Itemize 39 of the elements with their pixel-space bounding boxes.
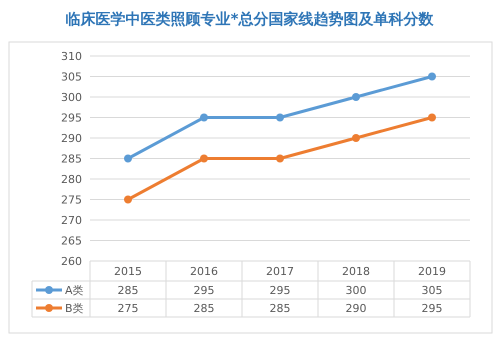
point xyxy=(352,93,360,101)
y-tick-label: 310 xyxy=(61,50,82,63)
point xyxy=(352,134,360,142)
data-label: 285 xyxy=(118,284,138,297)
point xyxy=(276,154,284,162)
y-tick-label: 270 xyxy=(61,214,82,227)
data-label: 285 xyxy=(194,302,214,315)
y-tick-label: 295 xyxy=(61,111,82,124)
x-tick-label: 2015 xyxy=(114,264,142,278)
x-tick-label: 2017 xyxy=(266,264,294,278)
y-tick-label: 305 xyxy=(61,70,82,84)
data-label: 290 xyxy=(346,302,366,315)
data-label: 295 xyxy=(270,284,290,297)
y-tick-label: 280 xyxy=(61,172,82,186)
x-tick-label: 2016 xyxy=(190,264,218,278)
y-tick-label: 290 xyxy=(61,132,82,145)
y-tick-label: 275 xyxy=(61,193,82,206)
x-tick-label: 2019 xyxy=(418,264,446,278)
legend-label: A类 xyxy=(65,284,84,297)
y-tick-label: 265 xyxy=(61,234,82,248)
point xyxy=(276,114,284,122)
data-label: 300 xyxy=(346,284,366,297)
data-label: 275 xyxy=(118,302,138,315)
data-label: 295 xyxy=(194,284,214,297)
data-label: 295 xyxy=(422,302,442,315)
point xyxy=(124,196,132,204)
x-tick-label: 2018 xyxy=(342,264,370,278)
point xyxy=(200,114,208,122)
y-tick-label: 300 xyxy=(61,90,82,104)
point xyxy=(124,154,132,162)
data-label: 305 xyxy=(422,284,442,297)
chart-title: 临床医学中医类照顾专业*总分国家线趋势图及单科分数 xyxy=(66,10,434,28)
y-tick-label: 285 xyxy=(61,152,82,166)
point xyxy=(428,72,436,80)
point xyxy=(428,114,436,122)
legend-label: B类 xyxy=(65,302,84,315)
point xyxy=(200,154,208,162)
y-tick-label: 260 xyxy=(61,254,82,268)
data-label: 285 xyxy=(270,302,290,315)
